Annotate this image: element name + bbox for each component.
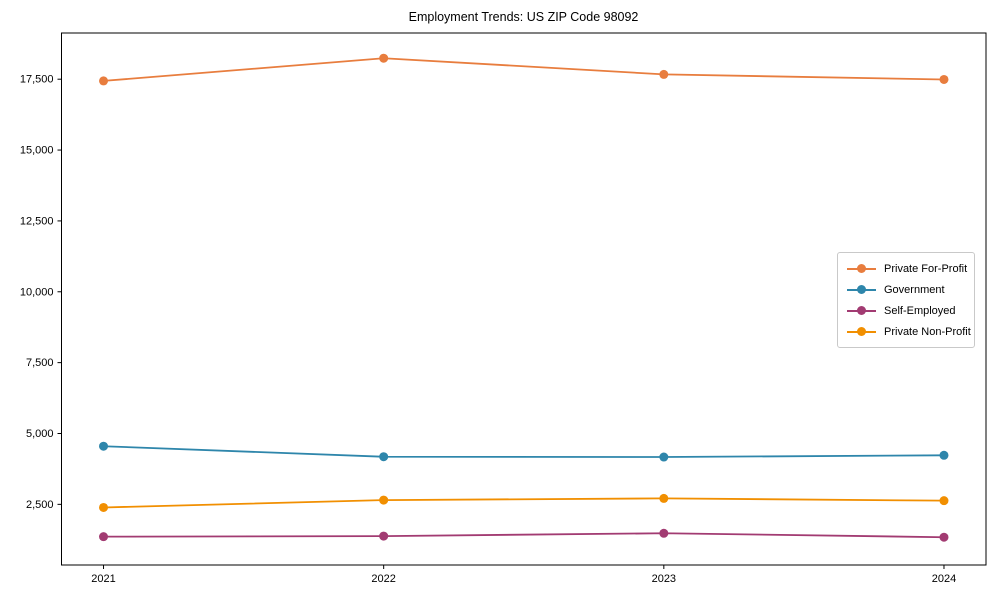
y-tick-label: 10,000 — [20, 286, 54, 298]
y-tick-label: 2,500 — [26, 499, 54, 511]
data-point-private-non-profit-2023 — [659, 493, 669, 503]
series-line-private-for-profit — [103, 57, 944, 82]
data-point-private-for-profit-2022 — [379, 53, 389, 63]
data-point-government-2022 — [379, 452, 389, 462]
line-marker-icon — [847, 264, 876, 273]
data-point-private-for-profit-2021 — [99, 76, 109, 86]
x-tick-label: 2022 — [371, 573, 395, 585]
data-point-private-for-profit-2024 — [939, 74, 949, 84]
legend-item-private-for-profit: Private For-Profit — [847, 258, 974, 279]
legend-item-private-non-profit: Private Non-Profit — [847, 321, 974, 342]
data-point-self-employed-2024 — [939, 532, 949, 542]
plot-border — [61, 32, 987, 566]
data-point-private-non-profit-2024 — [939, 496, 949, 506]
x-tick-label: 2021 — [91, 573, 115, 585]
data-point-private-for-profit-2023 — [659, 69, 669, 79]
data-point-government-2024 — [939, 450, 949, 460]
line-marker-icon — [847, 285, 876, 294]
y-tick-label: 17,500 — [20, 74, 54, 86]
line-marker-icon — [847, 327, 876, 336]
data-point-self-employed-2021 — [99, 532, 109, 542]
legend-label: Private For-Profit — [884, 262, 968, 275]
data-point-private-non-profit-2021 — [99, 502, 109, 512]
chart-legend: Private For-Profit Government Self-Emplo… — [837, 252, 975, 348]
y-tick-label: 7,500 — [26, 357, 54, 369]
series-line-government — [103, 445, 944, 458]
y-tick-label: 15,000 — [20, 145, 54, 157]
line-marker-icon — [847, 306, 876, 315]
legend-label: Government — [884, 283, 945, 296]
legend-label: Self-Employed — [884, 304, 956, 317]
x-tick-label: 2023 — [652, 573, 676, 585]
x-tick-label: 2024 — [932, 573, 956, 585]
y-tick-label: 5,000 — [26, 428, 54, 440]
data-point-self-employed-2022 — [379, 531, 389, 541]
series-line-private-non-profit — [103, 497, 944, 509]
legend-label: Private Non-Profit — [884, 325, 971, 338]
series-line-self-employed — [103, 532, 944, 539]
data-point-self-employed-2023 — [659, 528, 669, 538]
data-point-government-2021 — [99, 441, 109, 451]
legend-item-self-employed: Self-Employed — [847, 300, 974, 321]
data-point-private-non-profit-2022 — [379, 495, 389, 505]
data-point-government-2023 — [659, 452, 669, 462]
chart-title: Employment Trends: US ZIP Code 98092 — [408, 10, 639, 24]
legend-item-government: Government — [847, 279, 974, 300]
y-tick-label: 12,500 — [20, 215, 54, 227]
